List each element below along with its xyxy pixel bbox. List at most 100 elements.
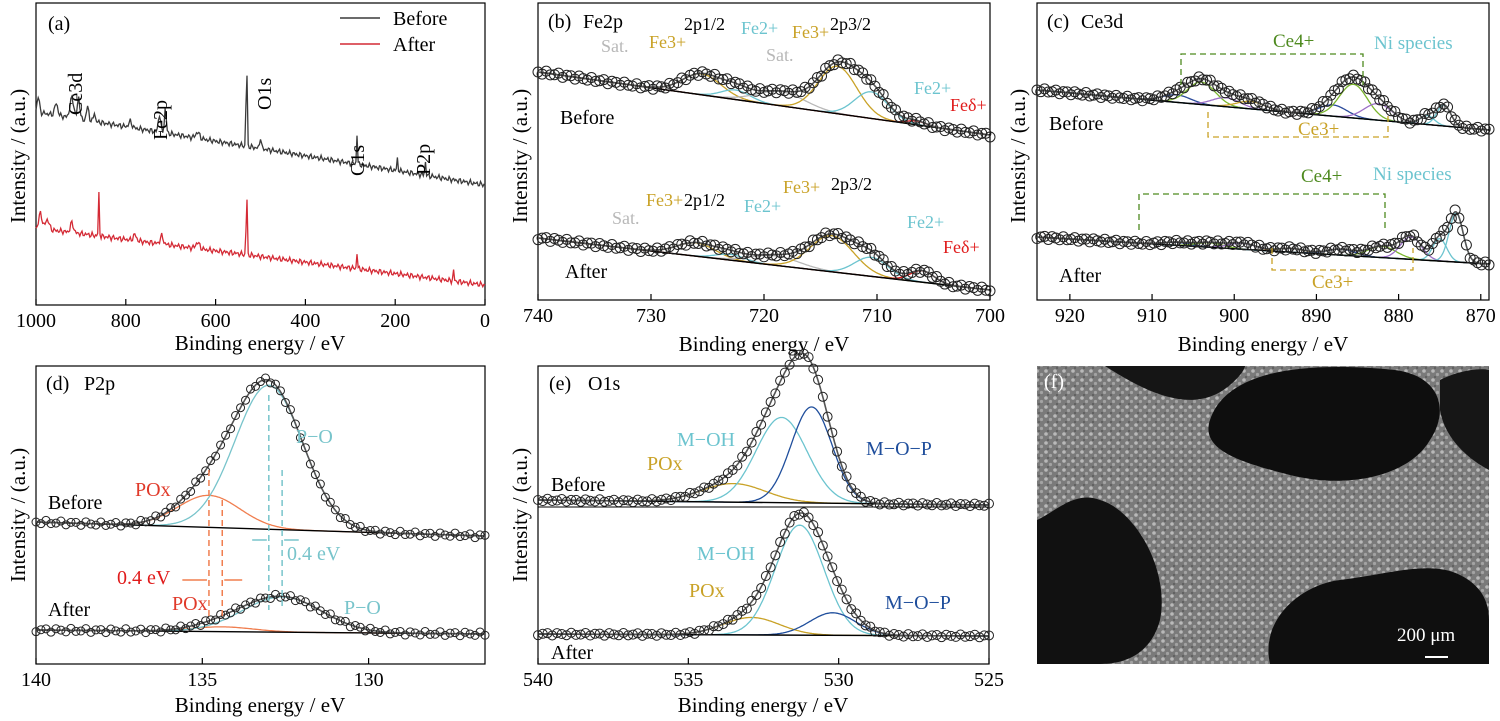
x-tick-label: 870 — [1466, 305, 1496, 327]
fit-envelope — [36, 378, 485, 537]
data-point — [1287, 243, 1299, 255]
data-point — [176, 494, 186, 504]
label-2p32-b1: 2p3/2 — [830, 14, 871, 34]
data-point — [1076, 89, 1088, 101]
data-point — [974, 632, 985, 643]
data-point — [415, 531, 425, 541]
data-point — [1136, 238, 1148, 250]
data-point — [435, 528, 445, 538]
data-point — [470, 630, 480, 640]
data-point — [66, 623, 76, 633]
data-point — [1136, 95, 1148, 107]
data-point — [828, 228, 840, 240]
data-point — [869, 80, 881, 92]
data-point — [984, 498, 994, 509]
data-point — [779, 528, 790, 539]
data-point — [1050, 84, 1062, 96]
data-point — [979, 630, 990, 641]
data-point — [1110, 89, 1122, 101]
data-point — [598, 74, 610, 86]
data-point — [699, 625, 710, 636]
data-point — [1182, 76, 1194, 88]
data-point — [350, 522, 360, 532]
data-point — [898, 631, 909, 642]
data-point — [375, 529, 385, 539]
data-point — [1140, 235, 1152, 247]
data-point — [1182, 235, 1194, 247]
data-point — [1061, 234, 1073, 246]
data-point — [1103, 236, 1115, 248]
data-point — [151, 625, 161, 635]
data-point — [111, 626, 121, 636]
data-point — [320, 492, 330, 502]
panel-e: (e) O1s Before After POx M−OH M−O−P POx … — [508, 348, 1004, 717]
data-point — [226, 424, 236, 434]
data-point — [754, 83, 766, 95]
data-point — [680, 239, 692, 251]
data-point — [131, 520, 141, 530]
data-point — [1174, 81, 1186, 93]
data-point — [236, 403, 246, 413]
data-point — [951, 280, 963, 292]
data-point — [206, 456, 216, 466]
data-point — [76, 626, 86, 636]
data-point — [1483, 259, 1495, 271]
row-label-after-e: After — [551, 642, 594, 664]
fit-envelope — [1036, 76, 1488, 131]
data-point — [51, 624, 61, 634]
data-point — [635, 245, 647, 257]
data-point — [844, 57, 856, 69]
data-point — [1204, 74, 1216, 86]
data-point — [395, 526, 405, 536]
data-point — [241, 600, 251, 610]
data-point — [585, 630, 596, 641]
data-point — [305, 602, 315, 612]
data-point — [410, 628, 420, 638]
data-point — [1080, 87, 1092, 99]
data-point — [1310, 247, 1322, 259]
x-axis-label-d: Binding energy / eV — [175, 693, 346, 717]
x-ticks-d: 140 135 130 — [21, 658, 384, 691]
data-point — [980, 284, 992, 296]
data-point — [789, 510, 800, 521]
data-point — [106, 624, 116, 634]
data-point — [889, 499, 900, 510]
data-point — [912, 631, 923, 642]
data-point — [335, 513, 345, 523]
data-point — [746, 437, 757, 448]
peak-label-p2p: P2p — [413, 144, 435, 175]
data-point — [191, 618, 201, 628]
data-point — [709, 239, 721, 251]
data-point — [300, 443, 310, 453]
data-point — [972, 284, 984, 296]
label-po-d-before: P−O — [296, 426, 333, 448]
data-point — [445, 628, 455, 638]
fit-component — [36, 596, 485, 635]
data-point — [156, 512, 166, 522]
data-point — [881, 97, 893, 109]
data-point — [774, 246, 786, 258]
x-ticks-c: 920 910 900 890 880 870 — [1055, 294, 1496, 327]
data-point — [380, 526, 390, 536]
data-point — [941, 499, 952, 510]
data-point — [803, 352, 814, 363]
data-point — [1091, 88, 1103, 100]
data-point — [732, 460, 743, 471]
data-point — [1302, 245, 1314, 257]
x-tick-label: 740 — [523, 305, 553, 327]
data-point — [1374, 94, 1386, 106]
data-point — [470, 533, 480, 543]
data-point — [1084, 236, 1096, 248]
fit-component — [36, 494, 485, 537]
data-point — [1197, 74, 1209, 86]
x-axis-label-a: Binding energy / eV — [175, 331, 346, 355]
data-point — [941, 629, 952, 640]
data-point — [789, 350, 800, 361]
data-point — [146, 625, 156, 635]
data-point — [330, 505, 340, 515]
data-point — [121, 518, 131, 528]
data-point — [280, 592, 290, 602]
x-tick-label: 910 — [1137, 305, 1167, 327]
data-point — [599, 630, 610, 641]
